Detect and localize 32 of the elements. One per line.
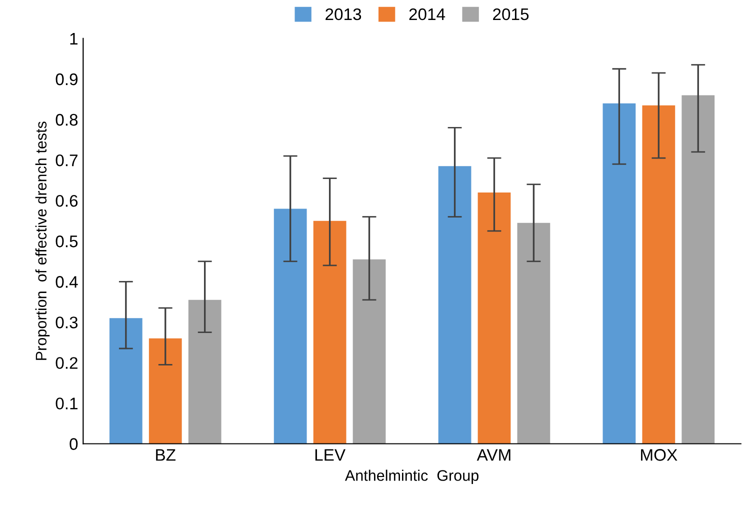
bar (313, 220, 346, 444)
y-tick-label: 0.5 (56, 236, 78, 248)
y-tick-label: 0.2 (56, 357, 78, 369)
bar (274, 208, 307, 444)
legend-label: 2015 (493, 8, 529, 20)
x-tick-label: MOX (641, 449, 678, 461)
y-tick-label: 1 (70, 33, 78, 45)
y-tick-label: 0.1 (56, 398, 78, 410)
x-tick-label: BZ (156, 449, 176, 461)
bar (352, 259, 386, 444)
y-tick-label: 0.7 (56, 154, 78, 166)
bar (682, 95, 715, 444)
y-tick-label: 0 (70, 438, 78, 450)
x-axis-title: Anthelmintic Group (344, 470, 478, 484)
bar (109, 318, 142, 444)
y-axis-title: Proportion of effective drench tests (35, 122, 50, 360)
legend-label: 2014 (409, 8, 446, 20)
bar (517, 222, 550, 444)
bar (478, 192, 511, 444)
bar (642, 105, 676, 444)
bar (148, 338, 182, 444)
y-tick-label: 0.6 (56, 194, 78, 207)
bar (438, 166, 472, 444)
y-tick-label: 0.3 (56, 316, 78, 328)
bar (602, 103, 636, 444)
x-tick-label: AVM (476, 449, 510, 461)
x-tick-label: LEV (315, 449, 346, 461)
legend-label: 2013 (326, 8, 362, 20)
y-tick-label: 0.9 (56, 73, 78, 86)
y-tick-label: 0.4 (56, 276, 78, 288)
bar (188, 300, 222, 444)
y-tick-label: 0.8 (56, 114, 78, 126)
